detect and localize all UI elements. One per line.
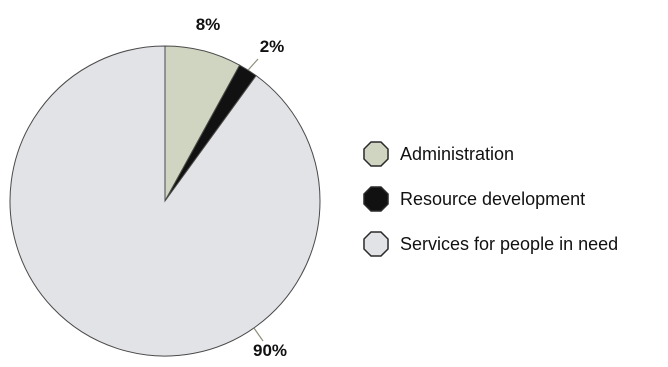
leader-line-resource-development [247,58,259,71]
legend-item-resource-development: Resource development [363,186,585,212]
legend-swatch-administration [363,141,389,167]
legend-label-administration: Administration [400,144,514,164]
legend-item-administration: Administration [363,141,514,167]
data-labels: 8% 2% 90% [196,15,287,360]
legend-swatch-resource-development [363,186,389,212]
legend: Administration Resource development Servic… [363,141,618,257]
leader-line-services-for-people-in-need [253,327,264,342]
data-label-resource-development: 2% [260,37,285,56]
legend-item-services-for-people-in-need: Services for people in need [363,231,618,257]
pie-slice-services-for-people-in-need [9,45,321,357]
data-label-administration: 8% [196,15,221,34]
data-label-services-for-people-in-need: 90% [253,341,287,360]
legend-swatch-services-for-people-in-need [363,231,389,257]
pie-slices [9,45,321,357]
leader-lines [247,58,264,342]
legend-label-resource-development: Resource development [400,189,585,209]
legend-label-services-for-people-in-need: Services for people in need [400,234,618,254]
